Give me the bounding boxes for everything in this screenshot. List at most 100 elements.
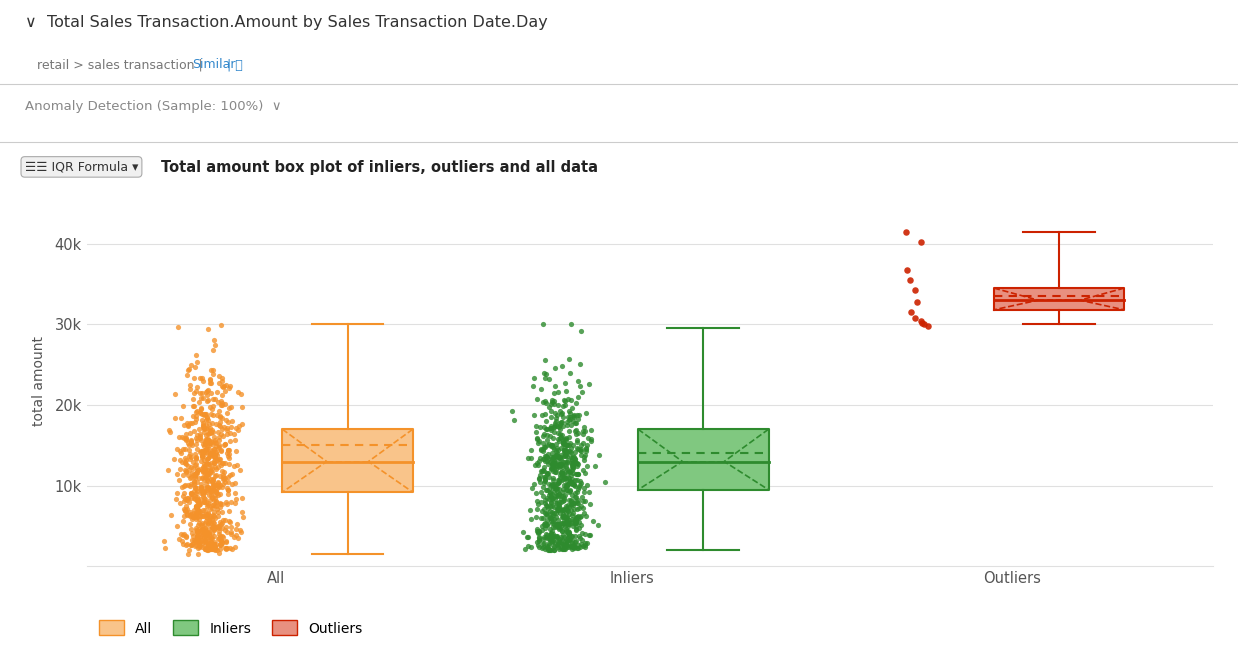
Point <box>186 468 206 478</box>
Point <box>187 382 207 393</box>
Point <box>534 319 553 329</box>
Point <box>561 420 581 430</box>
Point <box>531 466 551 477</box>
Point <box>155 543 175 553</box>
Point <box>545 456 565 467</box>
Point <box>552 417 572 427</box>
Point <box>532 542 552 552</box>
Point <box>178 461 198 471</box>
Point <box>555 518 574 528</box>
Point <box>232 419 251 430</box>
Point <box>558 455 578 465</box>
Point <box>552 505 572 515</box>
Point <box>532 465 552 475</box>
Point <box>911 237 931 247</box>
Point <box>579 499 599 509</box>
Point <box>524 380 543 391</box>
Point <box>197 443 217 454</box>
Point <box>203 492 223 503</box>
Point <box>517 532 537 542</box>
Point <box>203 401 223 411</box>
Point <box>556 526 576 536</box>
Point <box>560 478 579 489</box>
Point <box>215 544 235 554</box>
Point <box>208 479 228 490</box>
Point <box>552 430 572 441</box>
Point <box>184 508 204 518</box>
Point <box>574 542 594 552</box>
Point <box>524 479 543 490</box>
Point <box>567 516 587 526</box>
Point <box>546 533 566 543</box>
Point <box>565 453 584 464</box>
Point <box>540 490 560 501</box>
Point <box>535 474 555 484</box>
Point <box>567 525 587 536</box>
Point <box>553 438 573 449</box>
Point <box>197 458 217 469</box>
Point <box>171 413 191 423</box>
Point <box>202 544 222 554</box>
Point <box>567 503 587 514</box>
Point <box>183 457 203 467</box>
Point <box>187 463 207 473</box>
Point <box>210 519 230 529</box>
Point <box>202 490 222 501</box>
Point <box>202 417 222 428</box>
Point <box>196 471 215 482</box>
Point <box>535 520 555 531</box>
Point <box>536 499 556 510</box>
Point <box>198 434 218 445</box>
Point <box>539 494 558 505</box>
Point <box>539 503 558 514</box>
Point <box>561 408 581 418</box>
Point <box>232 526 251 536</box>
Point <box>204 531 224 542</box>
Point <box>572 528 592 538</box>
Point <box>202 404 222 415</box>
Point <box>552 466 572 477</box>
Point <box>565 418 584 428</box>
Point <box>198 452 218 463</box>
Point <box>571 520 591 531</box>
Point <box>202 378 222 388</box>
Point <box>540 513 560 523</box>
Point <box>215 439 235 450</box>
Point <box>198 396 218 406</box>
Point <box>198 508 218 519</box>
Point <box>203 477 223 487</box>
Point <box>198 544 218 555</box>
Point <box>555 490 574 500</box>
Point <box>529 541 548 551</box>
Point <box>194 475 214 486</box>
Point <box>198 469 218 479</box>
Y-axis label: total amount: total amount <box>32 336 46 426</box>
Point <box>198 415 218 425</box>
Point <box>535 476 555 486</box>
Point <box>539 540 558 550</box>
Point <box>571 542 591 552</box>
Point <box>196 516 215 526</box>
Point <box>182 468 202 478</box>
Point <box>186 471 206 481</box>
Point <box>550 452 569 463</box>
Point <box>550 534 569 544</box>
Point <box>569 479 589 490</box>
Point <box>204 523 224 533</box>
Point <box>557 542 577 552</box>
Point <box>192 523 212 534</box>
Point <box>197 430 217 440</box>
Point <box>197 439 217 450</box>
Point <box>210 538 230 549</box>
Point <box>204 543 224 553</box>
Point <box>192 529 212 540</box>
Point <box>197 386 217 396</box>
Point <box>184 460 204 470</box>
Point <box>537 492 557 503</box>
Point <box>556 507 576 518</box>
Point <box>534 482 553 492</box>
Point <box>545 443 565 454</box>
Point <box>553 421 573 431</box>
Point <box>188 526 208 536</box>
Point <box>187 435 207 445</box>
